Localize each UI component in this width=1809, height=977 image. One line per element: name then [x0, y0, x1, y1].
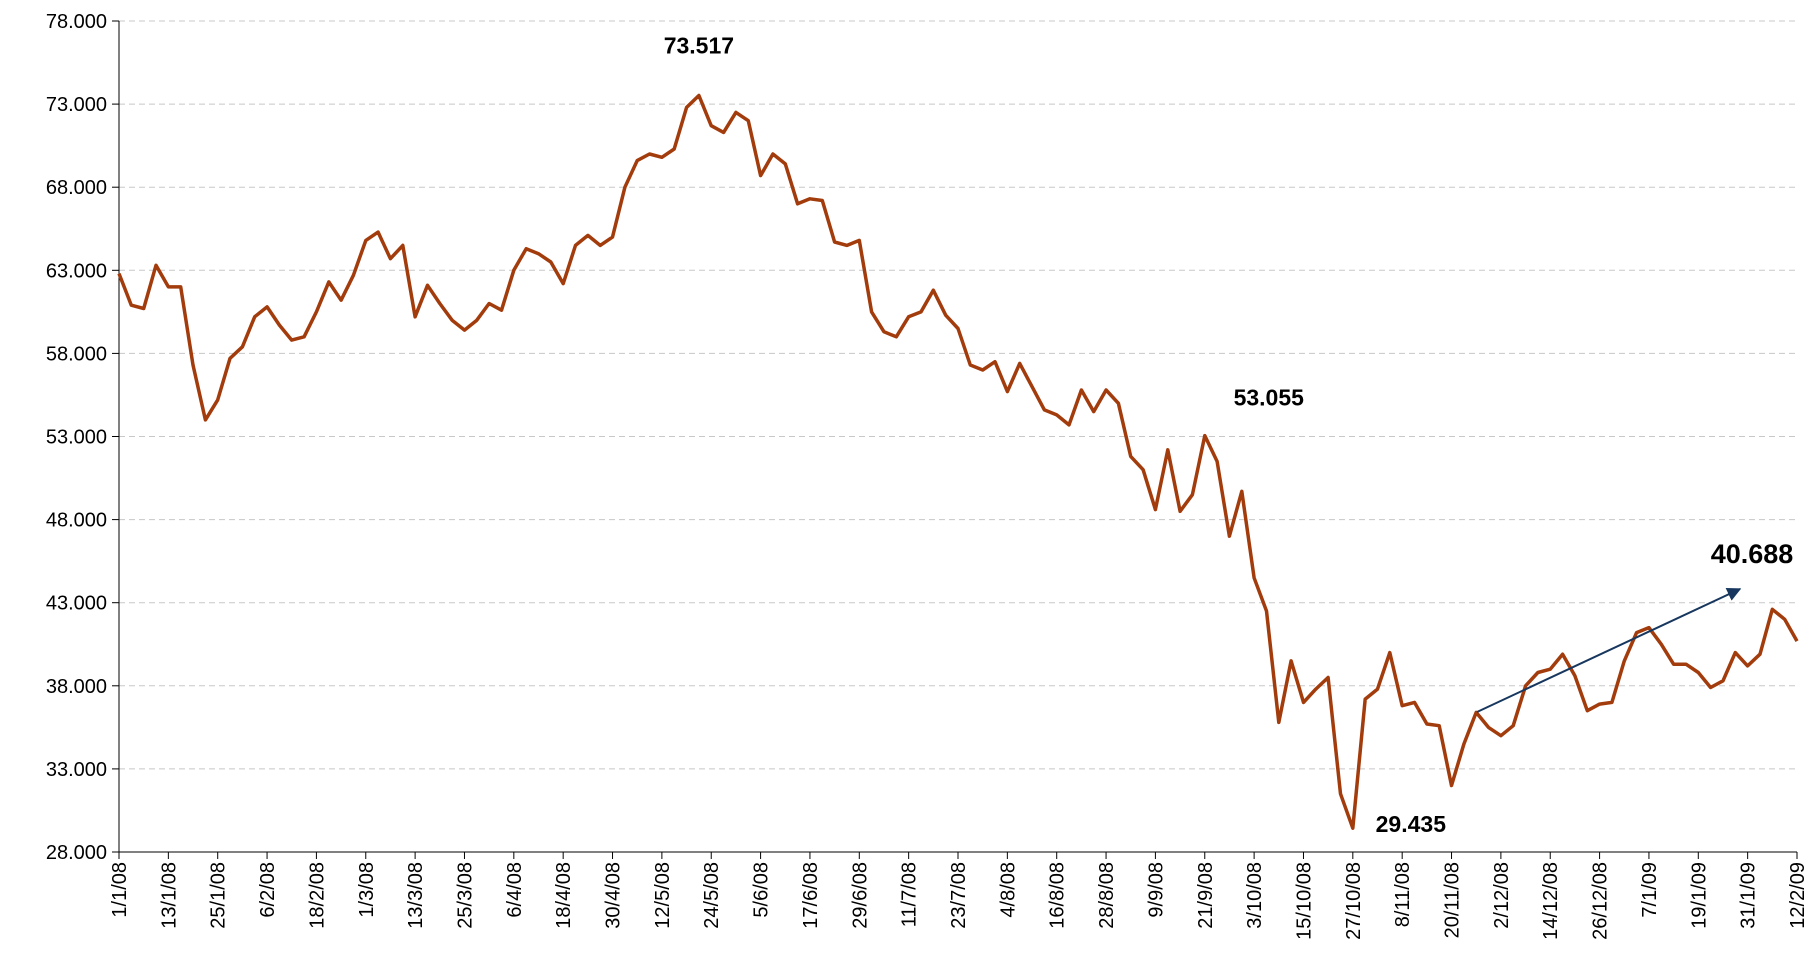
x-tick-label: 21/9/08 — [1195, 862, 1217, 929]
x-tick-label: 18/4/08 — [553, 862, 575, 929]
x-tick-label: 7/1/09 — [1639, 862, 1661, 918]
x-tick-label: 25/3/08 — [454, 862, 476, 929]
x-tick-label: 1/3/08 — [356, 862, 378, 918]
x-tick-label: 25/1/08 — [208, 862, 230, 929]
x-tick-label: 30/4/08 — [603, 862, 625, 929]
x-tick-label: 5/6/08 — [751, 862, 773, 918]
x-tick-label: 23/7/08 — [948, 862, 970, 929]
y-tick-label: 33.000 — [46, 759, 107, 781]
x-tick-label: 19/1/09 — [1688, 862, 1710, 929]
grid — [112, 20, 1798, 859]
x-tick-label: 11/7/08 — [899, 862, 921, 927]
annotation: 53.055 — [1234, 385, 1305, 411]
x-tick-label: 24/5/08 — [701, 862, 723, 929]
x-tick-label: 9/9/08 — [1145, 862, 1167, 918]
x-tick-label: 16/8/08 — [1047, 862, 1069, 929]
x-tick-label: 15/10/08 — [1293, 862, 1315, 940]
x-tick-label: 6/4/08 — [504, 862, 526, 918]
x-tick-label: 6/2/08 — [257, 862, 279, 918]
x-tick-label: 2/12/08 — [1491, 862, 1513, 929]
y-tick-label: 58.000 — [46, 343, 107, 365]
y-tick-label: 28.000 — [46, 842, 107, 864]
x-tick-label: 20/11/08 — [1442, 862, 1464, 938]
x-tick-label: 27/10/08 — [1343, 862, 1365, 940]
plot — [117, 93, 1799, 830]
annotation: 29.435 — [1376, 811, 1447, 837]
y-tick-label: 73.000 — [46, 94, 107, 116]
x-tick-label: 12/2/09 — [1787, 862, 1809, 929]
x-tick-label: 31/1/09 — [1738, 862, 1760, 929]
x-tick-label: 1/1/08 — [109, 862, 131, 918]
x-tick-label: 13/3/08 — [405, 862, 427, 929]
x-tick-label: 14/12/08 — [1540, 862, 1562, 940]
x-tick-label: 4/8/08 — [997, 862, 1019, 918]
data-line — [117, 93, 1799, 830]
y-tick-label: 48.000 — [46, 510, 107, 532]
y-tick-label: 68.000 — [46, 177, 107, 199]
trend-arrow — [1476, 587, 1742, 713]
annotation: 40.688 — [1711, 539, 1794, 569]
x-tick-label: 13/1/08 — [158, 862, 180, 929]
x-tick-label: 12/5/08 — [652, 862, 674, 929]
y-tick-label: 63.000 — [46, 260, 107, 282]
y-tick-label: 78.000 — [46, 11, 107, 33]
x-tick-label: 8/11/08 — [1392, 862, 1414, 927]
x-tick-label: 28/8/08 — [1096, 862, 1118, 929]
x-tick-label: 3/10/08 — [1244, 862, 1266, 929]
x-tick-label: 29/6/08 — [849, 862, 871, 929]
y-tick-label: 43.000 — [46, 593, 107, 615]
x-tick-label: 18/2/08 — [306, 862, 328, 929]
annotation: 73.517 — [664, 33, 734, 59]
y-tick-label: 53.000 — [46, 427, 107, 449]
x-tick-label: 17/6/08 — [800, 862, 822, 929]
y-tick-label: 38.000 — [46, 676, 107, 698]
x-tick-label: 26/12/08 — [1590, 862, 1612, 940]
